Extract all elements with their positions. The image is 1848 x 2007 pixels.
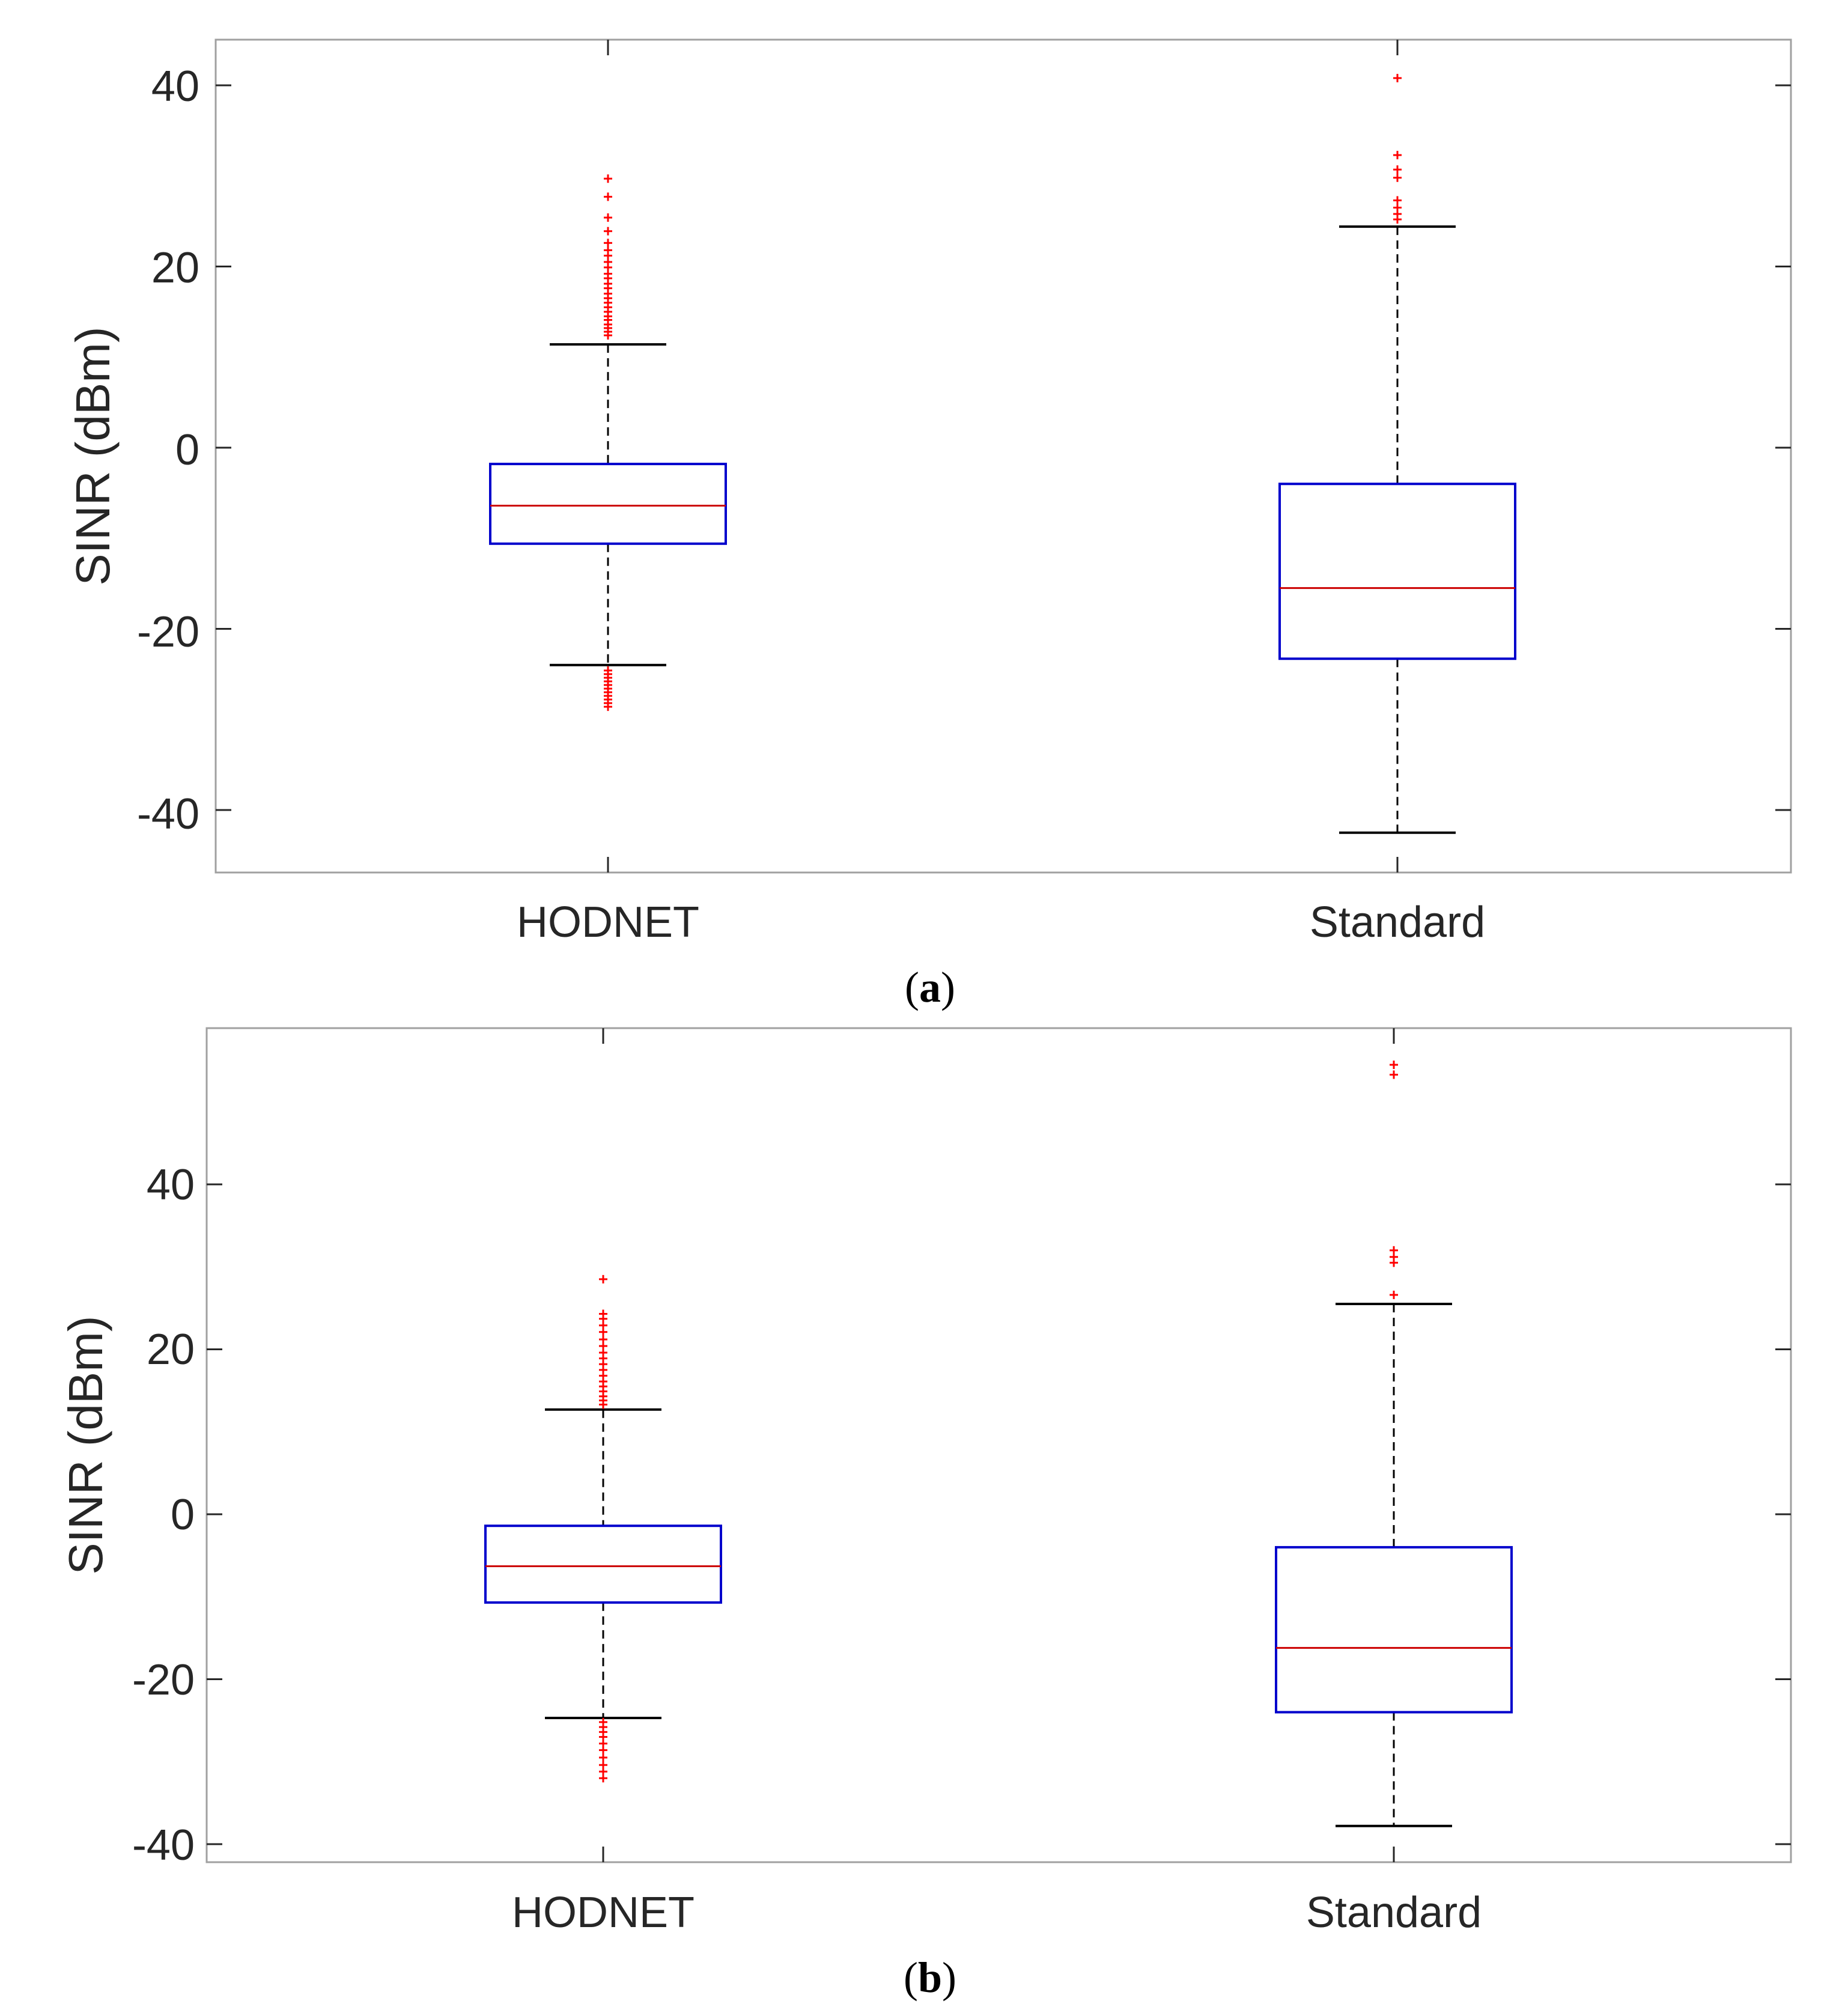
panel-caption-a: (a) <box>905 963 955 1011</box>
outlier-point <box>604 192 612 201</box>
outlier-point <box>599 1400 607 1409</box>
y-tick-label-0: 0 <box>175 426 199 474</box>
outlier-point <box>1390 1290 1398 1299</box>
y-tick-label-20: 20 <box>147 1326 195 1374</box>
iqr-box <box>489 463 727 545</box>
box-hodnet <box>484 1275 722 1783</box>
y-tick-label-neg20: -20 <box>132 1656 195 1704</box>
outlier-point <box>604 227 612 236</box>
y-tick-label-neg20: -20 <box>137 608 199 656</box>
outlier-point <box>604 331 612 340</box>
boxes-b <box>484 1060 1513 1827</box>
category-label-hodnet: HODNET <box>517 898 699 946</box>
outlier-point <box>604 702 612 711</box>
outlier-point <box>599 1275 607 1284</box>
y-tick-label-0: 0 <box>171 1491 195 1539</box>
y-axis-label: SINR (dBm) <box>66 326 120 585</box>
category-label-standard: Standard <box>1310 898 1485 946</box>
iqr-box <box>1275 1546 1513 1714</box>
outlier-point <box>1390 1258 1398 1267</box>
outlier-point <box>1393 151 1402 160</box>
outlier-point <box>1393 165 1402 174</box>
category-label-hodnet: HODNET <box>512 1889 695 1937</box>
iqr-box <box>484 1524 722 1604</box>
y-ticks-a <box>216 40 1791 873</box>
y-tick-label-neg40: -40 <box>132 1821 195 1869</box>
outlier-point <box>1393 215 1402 224</box>
iqr-box <box>1278 483 1516 660</box>
y-ticks-b <box>207 1028 1791 1862</box>
outlier-point <box>604 239 612 248</box>
y-axis-label: SINR (dBm) <box>59 1315 112 1574</box>
plot-area-a <box>214 38 1792 874</box>
panel-b: 40 20 0 -20 -40 HODNET Standard SINR (dB… <box>59 1027 1792 2002</box>
outlier-point <box>604 213 612 222</box>
box-hodnet <box>489 174 727 711</box>
outlier-point <box>599 1774 607 1783</box>
category-label-standard: Standard <box>1306 1889 1482 1937</box>
outlier-point <box>1390 1060 1398 1069</box>
panel-a: 40 20 0 -20 -40 HODNET Standard SINR (dB… <box>66 38 1792 1011</box>
outlier-point <box>1393 73 1402 82</box>
outlier-point <box>1393 196 1402 205</box>
plot-area-b <box>205 1027 1792 1863</box>
box-standard <box>1278 73 1516 834</box>
outlier-point <box>1393 173 1402 182</box>
outlier-point <box>599 1746 607 1755</box>
y-tick-label-20: 20 <box>151 244 199 292</box>
boxes-a <box>489 73 1516 834</box>
panel-caption-b: (b) <box>904 1954 956 2002</box>
box-standard <box>1275 1060 1513 1827</box>
outlier-point <box>599 1327 607 1336</box>
outlier-point <box>599 1753 607 1762</box>
y-tick-label-neg40: -40 <box>137 790 199 838</box>
outlier-point <box>1390 1070 1398 1079</box>
y-tick-label-40: 40 <box>151 62 199 111</box>
y-tick-label-40: 40 <box>147 1161 195 1209</box>
outlier-point <box>604 174 612 183</box>
